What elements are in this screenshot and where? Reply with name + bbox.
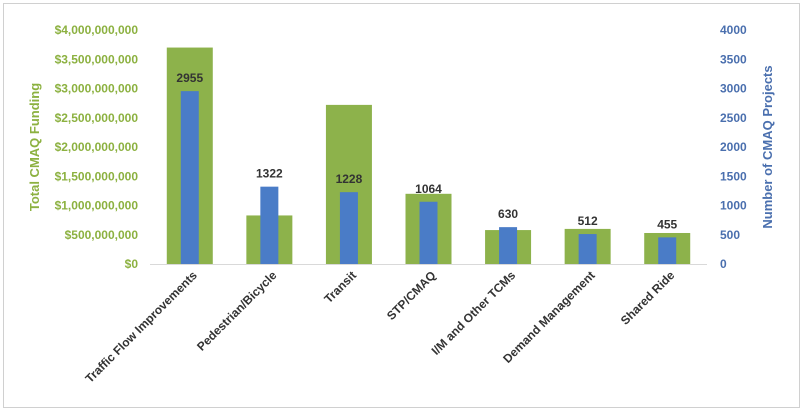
projects-data-label: 1322: [256, 167, 283, 181]
left-tick-label: $2,000,000,000: [55, 140, 139, 154]
projects-bar: [180, 91, 199, 264]
right-tick-label: 1500: [720, 169, 747, 183]
right-tick-label: 0: [720, 257, 727, 271]
projects-bar: [419, 201, 438, 264]
right-tick-label: 4000: [720, 23, 747, 37]
right-tick-label: 2500: [720, 111, 747, 125]
left-tick-label: $2,500,000,000: [55, 111, 139, 125]
category-label: I/M and Other TCMs: [429, 268, 519, 358]
projects-data-label: 1064: [415, 182, 442, 196]
left-tick-label: $4,000,000,000: [55, 23, 139, 37]
projects-bar: [260, 186, 279, 264]
left-tick-label: $500,000,000: [65, 228, 139, 242]
right-tick-label: 500: [720, 228, 740, 242]
left-tick-label: $3,500,000,000: [55, 52, 139, 66]
category-label: STP/CMAQ: [384, 268, 439, 323]
left-tick-label: $1,000,000,000: [55, 199, 139, 213]
projects-data-label: 455: [657, 217, 677, 231]
category-label: Demand Management: [500, 268, 598, 366]
right-tick-label: 2000: [720, 140, 747, 154]
chart-frame: [3, 3, 800, 408]
category-label: Shared Ride: [618, 268, 678, 328]
right-tick-label: 3500: [720, 52, 747, 66]
left-tick-label: $3,000,000,000: [55, 82, 139, 96]
right-tick-label: 1000: [720, 199, 747, 213]
projects-data-label: 1228: [336, 172, 363, 186]
right-tick-label: 3000: [720, 82, 747, 96]
projects-bar: [499, 227, 518, 264]
projects-bar: [658, 237, 677, 264]
left-tick-label: $0: [125, 257, 139, 271]
right-axis-title: Number of CMAQ Projects: [760, 65, 775, 228]
projects-data-label: 512: [578, 214, 598, 228]
category-label: Pedestrian/Bicycle: [194, 268, 280, 354]
left-axis-title: Total CMAQ Funding: [27, 83, 42, 211]
projects-data-label: 2955: [176, 71, 203, 85]
category-label: Traffic Flow Improvements: [82, 268, 200, 386]
projects-bar: [339, 192, 358, 264]
projects-data-label: 630: [498, 207, 518, 221]
left-tick-label: $1,500,000,000: [55, 169, 139, 183]
category-label: Transit: [321, 268, 359, 306]
projects-bar: [578, 234, 597, 264]
